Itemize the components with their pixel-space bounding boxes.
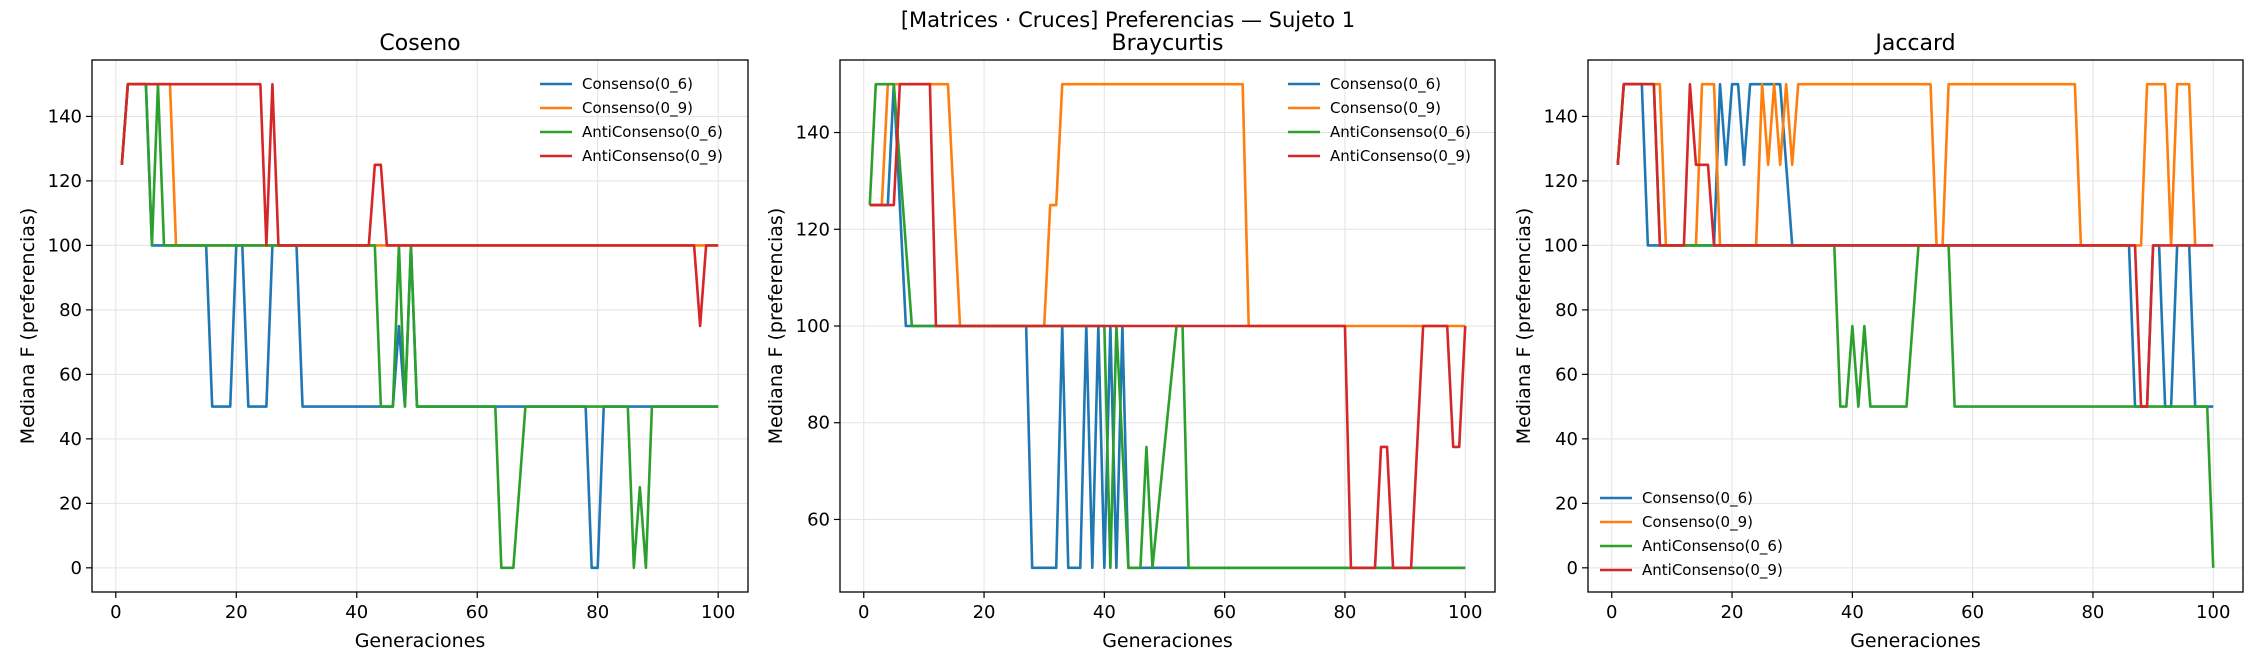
y-tick-label: 120: [48, 171, 82, 192]
series-line-3: [869, 82, 1467, 570]
figure-suptitle: [Matrices · Cruces] Preferencias — Sujet…: [900, 8, 1356, 32]
chart-title: Jaccard: [1873, 31, 1955, 56]
legend-label: AntiConsenso(0_6): [1330, 123, 1471, 142]
y-tick-label: 140: [48, 106, 82, 127]
y-tick-label: 120: [1544, 171, 1578, 192]
chart-panel-1: 0 20 40 60 80 100 60 80 100 120 140 Braycurtis Gener…: [765, 31, 1496, 652]
chart-panel-0: 0 20 40 60 80 100 0 20 40 60 80 100 120 140 Coseno Gene…: [17, 31, 749, 652]
x-tick-label: 60: [466, 602, 489, 623]
x-tick-label: 100: [2196, 602, 2230, 623]
series-line-3: [1616, 82, 2214, 408]
x-tick-label: 40: [1093, 602, 1116, 623]
legend: Consenso(0_6) Consenso(0_9) AntiConsenso(0…: [1288, 75, 1471, 166]
legend-label: Consenso(0_6): [1642, 489, 1753, 508]
y-tick-label: 100: [1544, 235, 1578, 256]
legend-label: AntiConsenso(0_9): [1642, 561, 1783, 580]
legend-label: AntiConsenso(0_6): [582, 123, 723, 142]
y-tick-label: 100: [796, 316, 830, 337]
legend-label: Consenso(0_6): [1330, 75, 1441, 94]
x-tick-label: 40: [345, 602, 368, 623]
x-tick-label: 20: [225, 602, 248, 623]
x-tick-label: 80: [586, 602, 609, 623]
y-tick-label: 20: [59, 493, 82, 514]
x-tick-label: 0: [1606, 602, 1617, 623]
legend-label: Consenso(0_9): [582, 99, 693, 118]
x-axis-label: Generaciones: [1850, 630, 1981, 652]
legend-label: Consenso(0_9): [1642, 513, 1753, 532]
axes-frame: [91, 59, 749, 593]
legend-label: Consenso(0_6): [582, 75, 693, 94]
y-axis-label: Mediana F (preferencias): [1513, 208, 1535, 445]
legend-label: AntiConsenso(0_9): [1330, 147, 1471, 166]
x-tick-label: 80: [1333, 602, 1356, 623]
y-tick-label: 80: [807, 413, 830, 434]
series-line-0: [869, 82, 1466, 570]
y-tick-label: 60: [1555, 364, 1578, 385]
x-tick-label: 100: [701, 602, 735, 623]
y-tick-label: 80: [59, 300, 82, 321]
x-tick-label: 60: [1961, 602, 1984, 623]
x-tick-label: 20: [1721, 602, 1744, 623]
x-tick-label: 40: [1841, 602, 1864, 623]
x-axis-label: Generaciones: [1102, 630, 1233, 652]
y-tick-label: 140: [1544, 106, 1578, 127]
series-line-1: [1616, 82, 2197, 247]
series-line-3: [120, 82, 719, 328]
x-tick-label: 80: [2081, 602, 2104, 623]
series-line-1: [869, 82, 1466, 328]
x-axis-label: Generaciones: [355, 630, 486, 652]
legend: Consenso(0_6) Consenso(0_9) AntiConsenso(0…: [1600, 489, 1783, 580]
x-tick-label: 0: [858, 602, 869, 623]
y-axis-label: Mediana F (preferencias): [17, 208, 39, 445]
legend-label: AntiConsenso(0_6): [1642, 537, 1783, 556]
legend: Consenso(0_6) Consenso(0_9) AntiConsenso(0…: [540, 75, 723, 166]
y-tick-label: 0: [1567, 558, 1578, 579]
legend-label: Consenso(0_9): [1330, 99, 1441, 118]
axes-frame: [1587, 59, 2244, 593]
legend-label: AntiConsenso(0_9): [582, 147, 723, 166]
y-tick-label: 120: [796, 219, 830, 240]
y-tick-label: 100: [48, 235, 82, 256]
y-tick-label: 20: [1555, 493, 1578, 514]
x-tick-label: 0: [110, 602, 121, 623]
x-tick-label: 60: [1213, 602, 1236, 623]
y-tick-label: 60: [59, 364, 82, 385]
y-axis-label: Mediana F (preferencias): [765, 208, 787, 445]
y-tick-label: 140: [796, 123, 830, 144]
chart-title: Coseno: [379, 31, 460, 56]
chart-panel-2: 0 20 40 60 80 100 0 20 40 60 80 100 120 140 Jaccard Gen…: [1513, 31, 2244, 652]
y-tick-label: 40: [1555, 429, 1578, 450]
x-tick-label: 20: [973, 602, 996, 623]
y-tick-label: 0: [71, 558, 82, 579]
y-tick-label: 60: [807, 509, 830, 530]
chart-title: Braycurtis: [1112, 31, 1224, 56]
y-tick-label: 40: [59, 429, 82, 450]
y-tick-label: 80: [1555, 300, 1578, 321]
x-tick-label: 100: [1448, 602, 1482, 623]
